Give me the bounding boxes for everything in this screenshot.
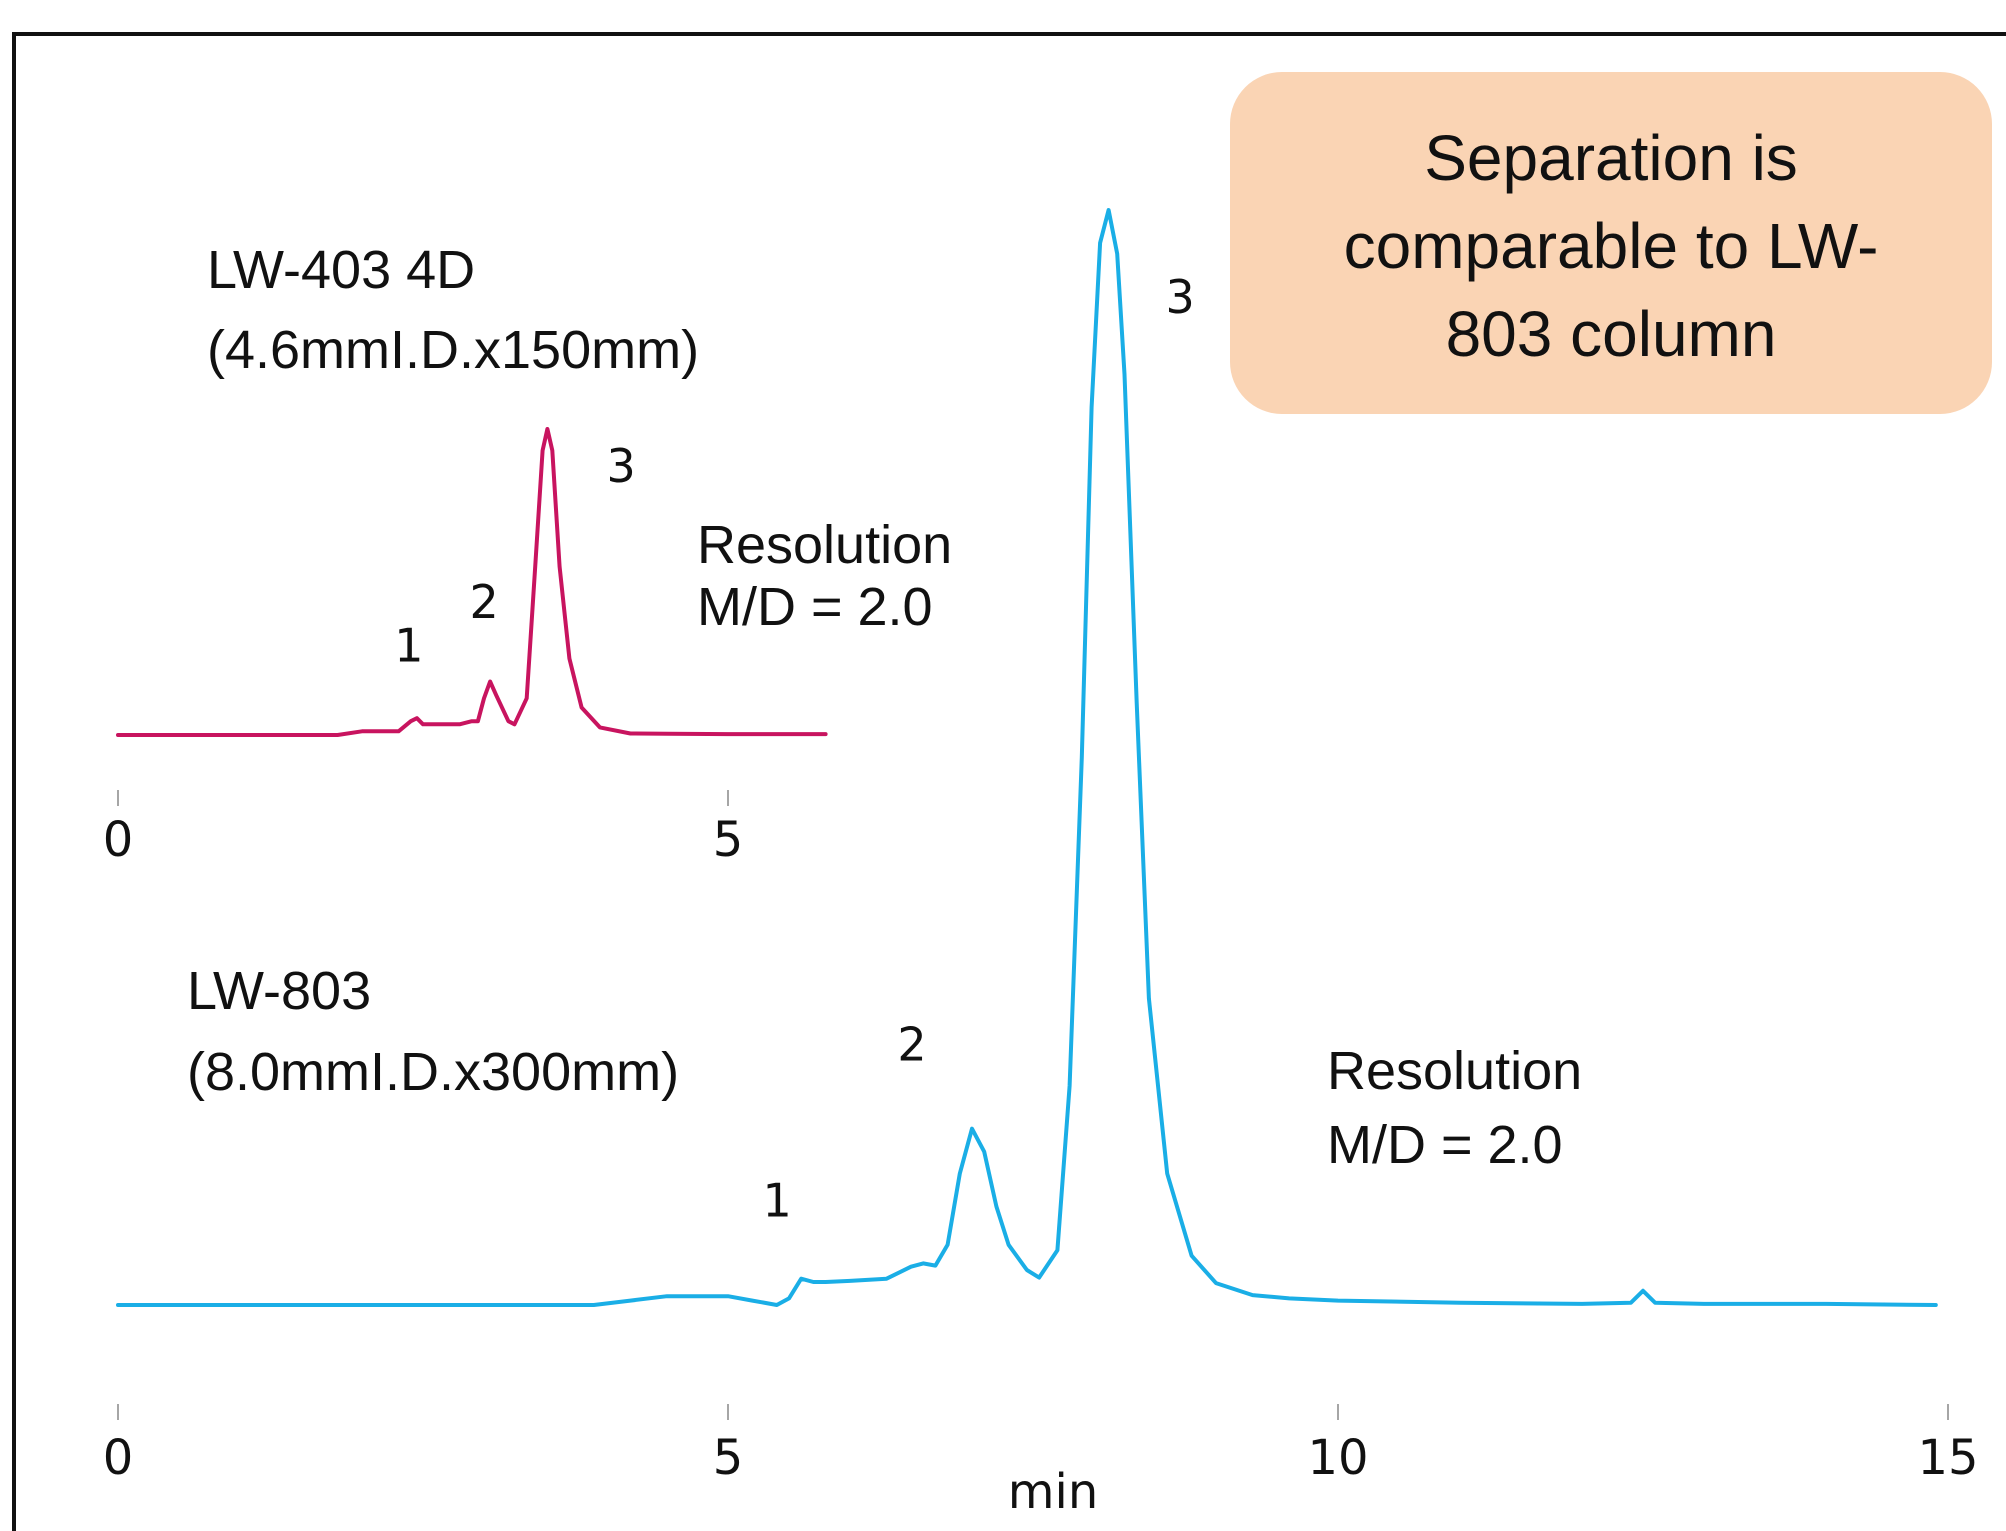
peak-label: 1	[763, 1174, 792, 1228]
lw403-resolution-value: M/D = 2.0	[697, 577, 933, 637]
series-line-1	[116, 208, 1938, 1307]
lw403-name: LW-403 4D	[207, 240, 475, 300]
callout-line-3: 803 column	[1446, 298, 1777, 370]
lw403-chromatogram: 0 5 12 3	[103, 427, 828, 868]
lw803-resolution-value: M/D = 2.0	[1327, 1115, 1563, 1175]
lw403-resolution-label: Resolution	[697, 515, 952, 575]
series-line-0	[116, 427, 828, 737]
peak-label: 3	[1166, 270, 1195, 324]
lw403-dimensions: (4.6mmI.D.x150mm)	[207, 320, 699, 380]
peak-label: 3	[606, 439, 635, 493]
peak-label: 2	[469, 575, 498, 629]
peak-label: 2	[897, 1018, 926, 1072]
x-tick-label: 5	[713, 812, 744, 868]
x-tick-label: 10	[1307, 1430, 1368, 1486]
lw803-dimensions: (8.0mmI.D.x300mm)	[187, 1042, 679, 1102]
x-tick-label: 0	[103, 812, 134, 868]
lw803-resolution-label: Resolution	[1327, 1041, 1582, 1101]
x-tick-label: 0	[103, 1430, 134, 1486]
callout-line-2: comparable to LW-	[1344, 210, 1879, 282]
x-axis-title: min	[1008, 1464, 1099, 1520]
x-tick-label: 15	[1917, 1430, 1978, 1486]
lw803-name: LW-803	[187, 961, 371, 1021]
callout-box	[1230, 72, 1992, 414]
peak-label: 1	[394, 619, 423, 673]
plot-frame	[12, 32, 2006, 1531]
callout-line-1: Separation is	[1424, 122, 1798, 194]
x-tick-label: 5	[713, 1430, 744, 1486]
